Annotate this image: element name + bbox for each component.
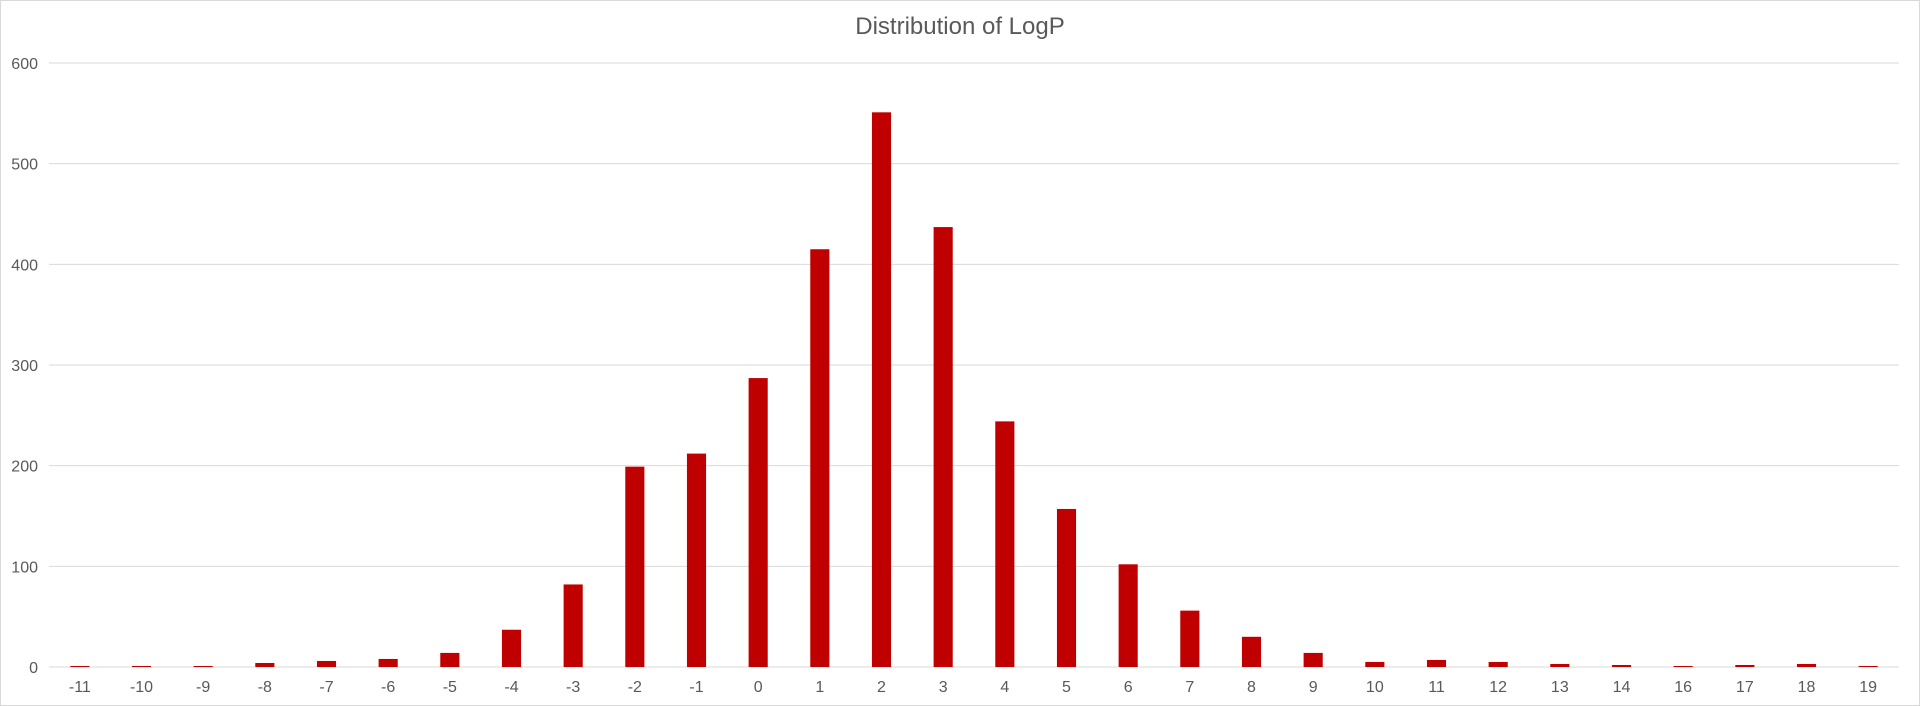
bar — [440, 652, 460, 667]
bar — [1550, 663, 1570, 667]
x-tick-label: -1 — [689, 679, 703, 696]
x-tick-label: 0 — [754, 679, 763, 696]
bar — [193, 665, 213, 667]
y-axis-ticks: 0 100 200 300 400 500 600 — [11, 56, 38, 677]
x-tick-label: 17 — [1736, 679, 1754, 696]
x-tick-label: 16 — [1674, 679, 1692, 696]
x-tick-label: 11 — [1428, 679, 1445, 696]
y-tick-label: 300 — [11, 358, 38, 375]
bar — [1180, 610, 1200, 667]
bar — [316, 660, 337, 667]
bar — [1365, 661, 1385, 667]
x-tick-label: -8 — [258, 679, 272, 696]
bar — [748, 378, 768, 667]
bar — [255, 662, 275, 667]
bar — [1796, 663, 1817, 667]
bar — [871, 112, 892, 668]
bar — [625, 466, 645, 667]
bar — [995, 421, 1015, 667]
x-tick-label: -3 — [566, 679, 580, 696]
bar — [1118, 564, 1138, 667]
bar — [1426, 659, 1447, 667]
bar — [1735, 664, 1755, 667]
x-tick-label: 10 — [1366, 679, 1384, 696]
x-tick-label: -9 — [196, 679, 210, 696]
x-tick-label: 9 — [1309, 679, 1318, 696]
x-tick-label: -10 — [130, 679, 153, 696]
bar — [501, 629, 522, 667]
x-axis-ticks: -11 -10 -9 -8 -7 -6 -5 -4 -3 -2 -1 0 1 2 3 4 5 6 7 8 9 10 11 12… — [69, 679, 1877, 696]
bar — [1303, 652, 1323, 667]
x-tick-label: 2 — [877, 679, 886, 696]
y-tick-label: 0 — [29, 660, 38, 677]
chart-title: Distribution of LogP — [855, 13, 1065, 40]
x-tick-label: 7 — [1185, 679, 1194, 696]
x-tick-label: 18 — [1798, 679, 1816, 696]
x-tick-label: -5 — [443, 679, 457, 696]
bar — [70, 665, 90, 667]
y-tick-label: 200 — [11, 459, 38, 476]
bars — [70, 112, 1878, 668]
x-tick-label: 1 — [815, 679, 824, 696]
x-tick-label: 13 — [1551, 679, 1569, 696]
bar — [686, 453, 707, 667]
x-tick-label: 5 — [1062, 679, 1071, 696]
x-tick-label: 12 — [1489, 679, 1507, 696]
x-tick-label: -7 — [319, 679, 333, 696]
bar — [563, 584, 583, 667]
x-tick-label: 19 — [1859, 679, 1877, 696]
x-tick-label: 4 — [1000, 679, 1009, 696]
y-tick-label: 600 — [11, 56, 38, 73]
x-tick-label: 3 — [939, 679, 948, 696]
x-tick-label: 14 — [1613, 679, 1631, 696]
bar — [1241, 636, 1262, 667]
bar — [1611, 664, 1632, 667]
x-tick-label: -2 — [628, 679, 642, 696]
gridlines — [49, 62, 1899, 668]
bar — [1488, 661, 1508, 667]
x-tick-label: -6 — [381, 679, 395, 696]
bar — [131, 665, 152, 667]
bar — [378, 658, 398, 667]
y-tick-label: 400 — [11, 257, 38, 274]
y-tick-label: 100 — [11, 559, 38, 576]
y-tick-label: 500 — [11, 157, 38, 174]
x-tick-label: -11 — [69, 679, 91, 696]
bar — [933, 227, 953, 667]
bar — [1858, 665, 1878, 667]
bar — [1673, 665, 1693, 667]
x-tick-label: 8 — [1247, 679, 1256, 696]
bar — [810, 249, 830, 667]
bar — [1056, 508, 1077, 667]
x-tick-label: 6 — [1124, 679, 1133, 696]
x-tick-label: -4 — [504, 679, 518, 696]
